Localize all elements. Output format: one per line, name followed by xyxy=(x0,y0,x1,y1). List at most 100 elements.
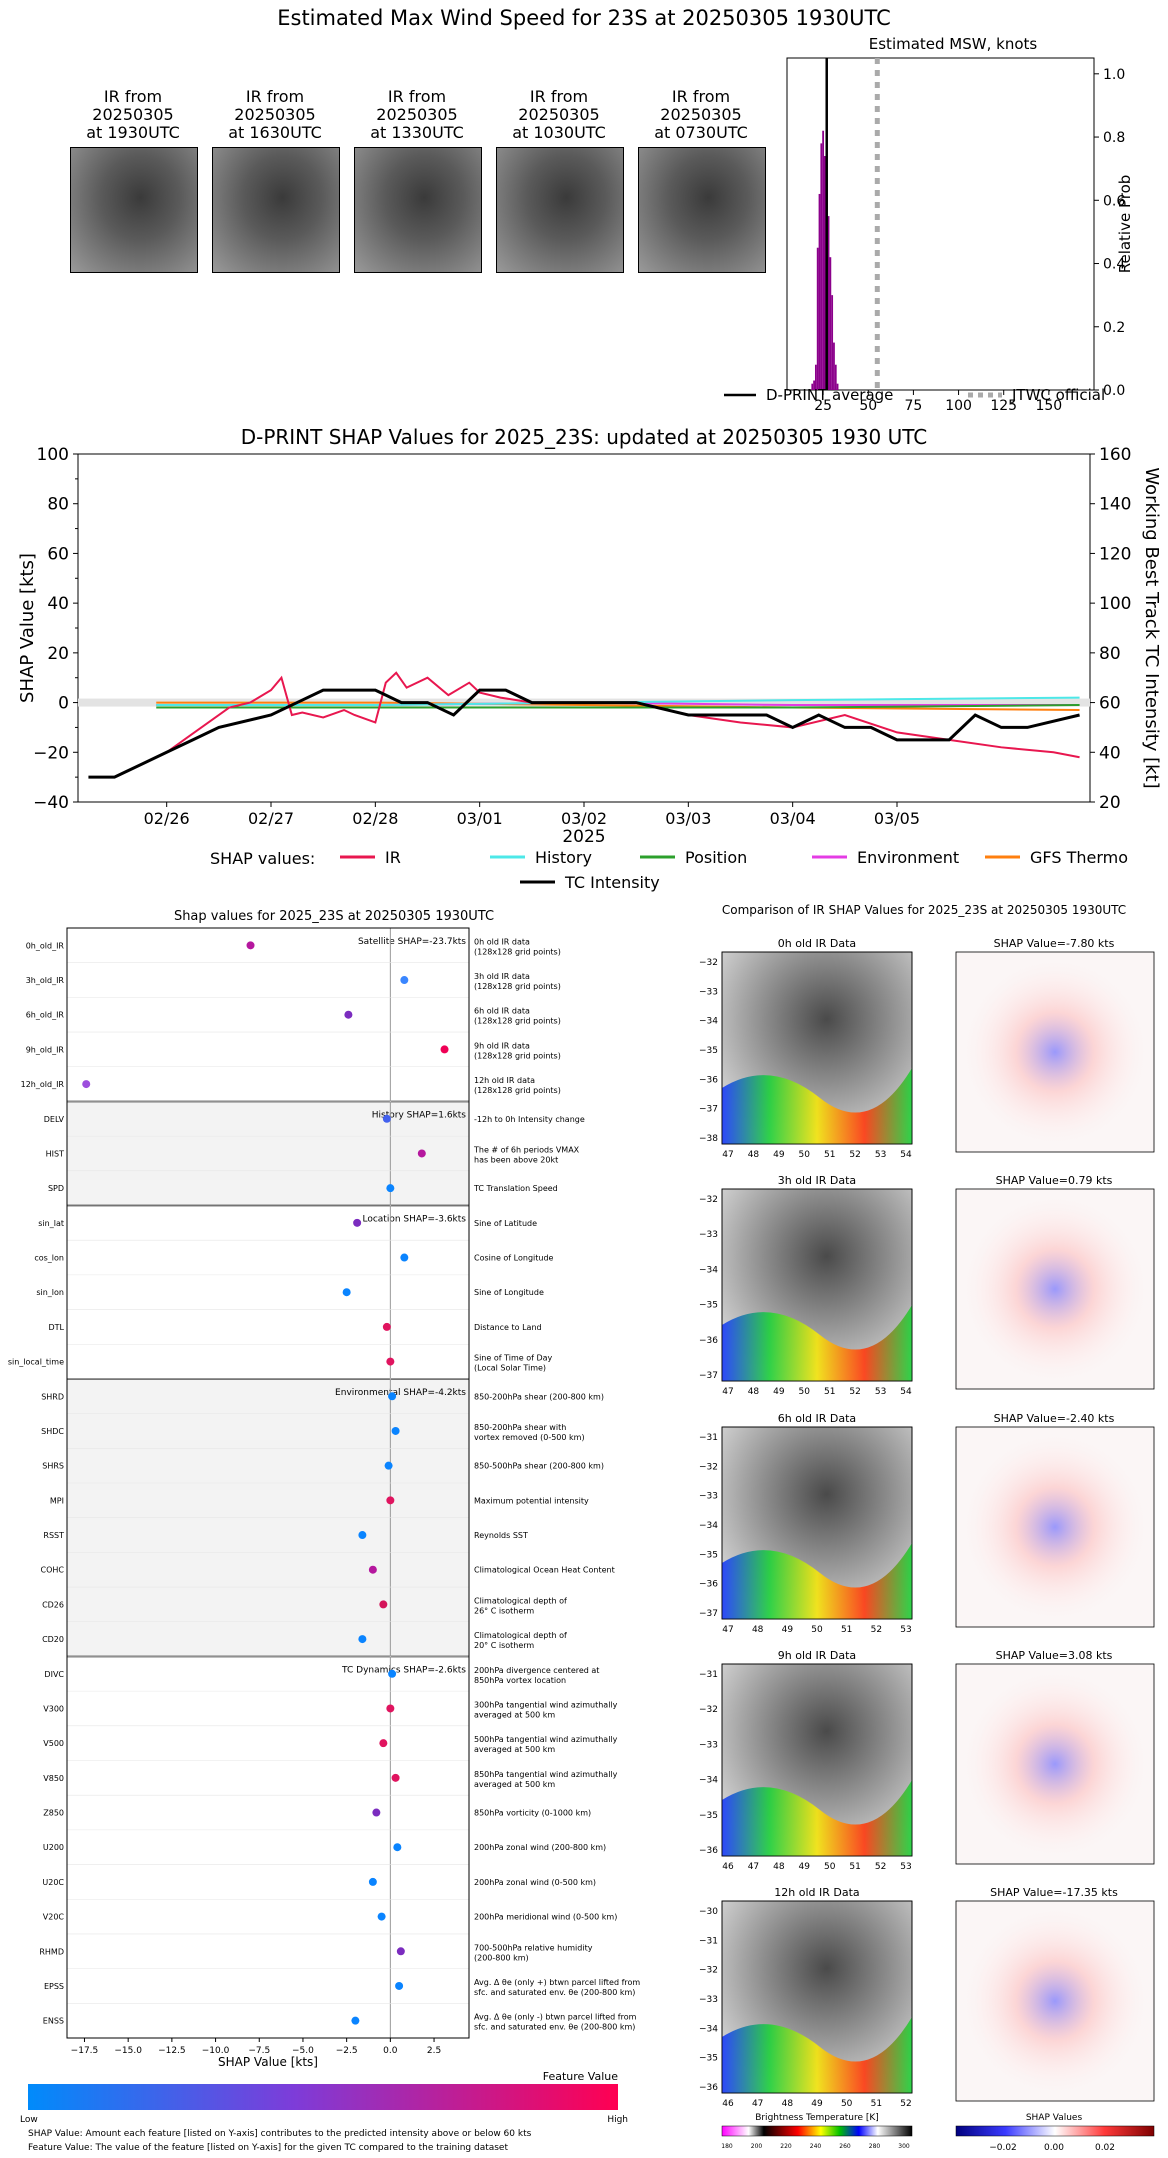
feature-xtick-label: −10.0 xyxy=(202,2046,230,2056)
ir-panel-xtick: 47 xyxy=(752,2099,763,2109)
feature-name: cos_lon xyxy=(34,1254,64,1263)
feature-shap-point xyxy=(377,1912,386,1921)
ir-panel-ytick: −32 xyxy=(699,1705,718,1715)
feature-colorbar-title: Feature Value xyxy=(543,2070,619,2083)
msw-xtick-label: 150 xyxy=(1035,398,1062,414)
ir-panel-xtick: 48 xyxy=(752,1625,764,1635)
ir-panel-ytick: −31 xyxy=(699,1670,718,1680)
feature-description-line2: (Local Solar Time) xyxy=(474,1364,546,1373)
shap-map-title: SHAP Value=3.08 kts xyxy=(996,1649,1113,1662)
feature-name: 3h_old_IR xyxy=(26,976,65,985)
feature-description-line2: (128x128 grid points) xyxy=(474,947,561,956)
ir-shap-comparison: Comparison of IR SHAP Values for 2025_23… xyxy=(699,903,1155,2153)
feature-shap-point xyxy=(386,1704,395,1713)
timeseries-y2tick-label: 120 xyxy=(1099,544,1131,564)
feature-shap-point xyxy=(344,1010,353,1019)
feature-description: Sine of Latitude xyxy=(474,1219,537,1228)
series-line-position xyxy=(156,704,1080,709)
feature-description: 200hPa zonal wind (200-800 km) xyxy=(474,1843,606,1852)
legend-label: GFS Thermo xyxy=(1030,848,1128,867)
ir-thumbnail-label-line: at 1330UTC xyxy=(370,123,464,142)
feature-shap-point xyxy=(379,1600,388,1609)
feature-shap-point xyxy=(384,1461,393,1470)
feature-description: Climatological depth of xyxy=(474,1631,567,1640)
feature-description-line2: has been above 20kt xyxy=(474,1155,558,1164)
feature-description-line2: sfc. and saturated env. θe (200-800 km) xyxy=(474,2023,635,2032)
feature-shap-point xyxy=(358,1635,367,1644)
feature-description: 850hPa tangential wind azimuthally xyxy=(474,1770,618,1779)
feature-description: Climatological Ocean Heat Content xyxy=(474,1566,615,1575)
feature-name: V850 xyxy=(43,1774,64,1783)
ir-panel-xtick: 50 xyxy=(799,1150,811,1160)
ir-thumbnail-label-line: at 0730UTC xyxy=(654,123,748,142)
ir-panel-ytick: −32 xyxy=(699,1462,718,1472)
msw-prob-bar xyxy=(827,216,830,390)
feature-shap-point xyxy=(382,1322,391,1331)
feature-name: DTL xyxy=(48,1323,64,1332)
msw-xtick-label: 50 xyxy=(859,398,877,414)
feature-description-line2: (128x128 grid points) xyxy=(474,1086,561,1095)
ir-panel-ytick: −31 xyxy=(699,1936,718,1946)
timeseries-ytick-label: 80 xyxy=(47,495,69,515)
feature-shap-point xyxy=(368,1565,377,1574)
msw-prob-bar xyxy=(824,156,826,390)
msw-ytick-label: 0.4 xyxy=(1103,257,1125,273)
feature-shap-point xyxy=(393,1843,402,1852)
shap-timeseries-chart: D-PRINT SHAP Values for 2025_23S: update… xyxy=(17,425,1162,847)
feature-group-label: TC Dynamics SHAP=-2.6kts xyxy=(341,1665,466,1675)
feature-shap-point xyxy=(400,1253,409,1262)
shap-map-title: SHAP Value=0.79 kts xyxy=(996,1174,1113,1187)
msw-xtick-label: 125 xyxy=(990,398,1017,414)
timeseries-ylabel: SHAP Value [kts] xyxy=(17,553,38,703)
feature-name: SHRD xyxy=(41,1392,64,1401)
feature-name: SHRS xyxy=(42,1462,64,1471)
ir-panel-xtick: 50 xyxy=(811,1625,823,1635)
timeseries-y2tick-label: 80 xyxy=(1099,644,1121,664)
feature-name: SPD xyxy=(48,1184,64,1193)
legend-average-label: D-PRINT average xyxy=(766,386,893,404)
timeseries-y2tick-label: 40 xyxy=(1099,743,1121,763)
feature-description-line2: sfc. and saturated env. θe (200-800 km) xyxy=(474,1988,635,1997)
ir-panel-ytick: −34 xyxy=(699,1776,718,1786)
feature-shap-point xyxy=(417,1149,426,1158)
legend-jtwc-label: JTWC official xyxy=(1011,386,1105,404)
ir-panel-ytick: −35 xyxy=(699,1046,718,1056)
timeseries-ytick-label: −40 xyxy=(33,793,69,813)
ir-panel-ytick: −35 xyxy=(699,1550,718,1560)
legend-label: Position xyxy=(685,848,747,867)
ir-panel-cold-cloud xyxy=(722,1068,912,1144)
feature-name: V20C xyxy=(43,1913,65,1922)
timeseries-y2tick-label: 60 xyxy=(1099,694,1121,714)
ir-panel-title: 0h old IR Data xyxy=(778,937,856,950)
bt-colorbar-tick: 280 xyxy=(869,2143,881,2150)
feature-shap-point xyxy=(379,1739,388,1748)
comparison-title: Comparison of IR SHAP Values for 2025_23… xyxy=(722,903,1126,917)
ir-panel-xtick: 46 xyxy=(722,1862,734,1872)
feature-colorbar xyxy=(28,2084,618,2110)
feature-description: 3h old IR data xyxy=(474,972,530,981)
bt-colorbar-tick: 180 xyxy=(721,2143,733,2150)
feature-xtick-label: −15.0 xyxy=(114,2046,142,2056)
ir-panel-title: 12h old IR Data xyxy=(774,1886,859,1899)
feature-description: 850-200hPa shear with xyxy=(474,1423,566,1432)
feature-group-label: Location SHAP=-3.6kts xyxy=(362,1215,466,1225)
ir-panel-frame xyxy=(721,1426,913,1620)
feature-description: 850-200hPa shear (200-800 km) xyxy=(474,1392,604,1401)
feature-description: 12h old IR data xyxy=(474,1076,535,1085)
ir-thumbnail-label-line: 20250305 xyxy=(518,105,600,124)
feature-name: EPSS xyxy=(44,1982,64,1991)
legend-label: IR xyxy=(385,848,401,867)
ir-panel-ytick: −33 xyxy=(699,1230,718,1240)
shap-map-title: SHAP Value=-7.80 kts xyxy=(994,937,1115,950)
feature-description-line2: 26° C isotherm xyxy=(474,1606,534,1615)
ir-panel-xtick: 48 xyxy=(782,2099,794,2109)
ir-panel-xtick: 51 xyxy=(871,2099,882,2109)
bt-colorbar-tick: 220 xyxy=(780,2143,792,2150)
feature-description: 850hPa vorticity (0-1000 km) xyxy=(474,1809,591,1818)
feature-shap-point xyxy=(342,1288,351,1297)
ir-panel-ytick: −33 xyxy=(699,987,718,997)
ir-panel-xtick: 48 xyxy=(748,1150,760,1160)
feature-name: U20C xyxy=(42,1878,64,1887)
ir-thumbnail-label-line: IR from xyxy=(529,87,589,106)
feature-group-label: Environmental SHAP=-4.2kts xyxy=(335,1388,466,1398)
